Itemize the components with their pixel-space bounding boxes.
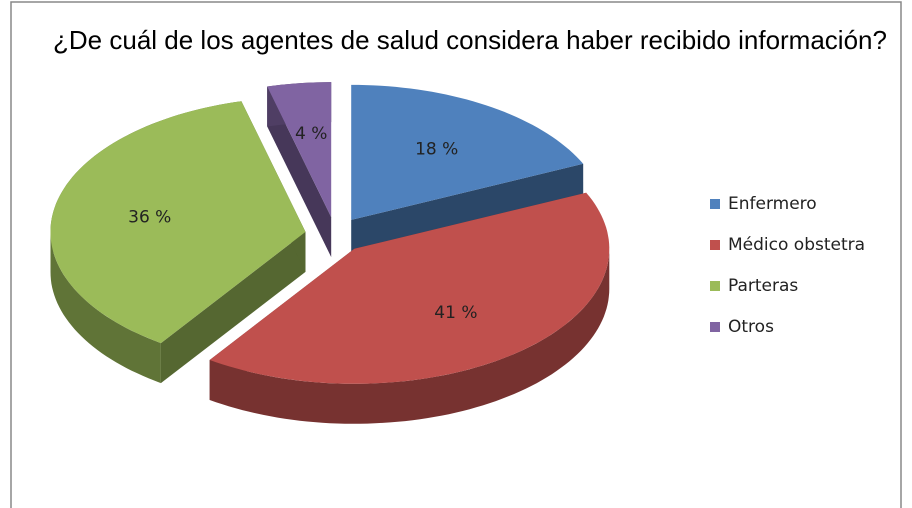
- data-label: 4 %: [295, 124, 327, 144]
- legend-swatch: [710, 199, 720, 209]
- legend-label: Médico obstetra: [728, 235, 865, 255]
- data-label: 36 %: [128, 207, 171, 227]
- slice: [267, 82, 332, 218]
- legend-label: Otros: [728, 317, 774, 337]
- legend-label: Parteras: [728, 276, 798, 296]
- slice-side: [160, 231, 306, 384]
- data-label: 18 %: [415, 139, 458, 159]
- slice: [351, 84, 584, 220]
- chart-title: ¿De cuál de los agentes de salud conside…: [53, 25, 887, 55]
- data-label: 41 %: [434, 303, 477, 323]
- slice: [50, 101, 306, 344]
- legend-swatch: [710, 240, 720, 250]
- slice: [209, 192, 610, 384]
- slice-side: [50, 231, 161, 384]
- legend-label: Enfermero: [728, 194, 817, 214]
- legend-swatch: [710, 281, 720, 291]
- slice-side: [209, 248, 610, 424]
- slice-side: [267, 86, 332, 258]
- legend-swatch: [710, 322, 720, 332]
